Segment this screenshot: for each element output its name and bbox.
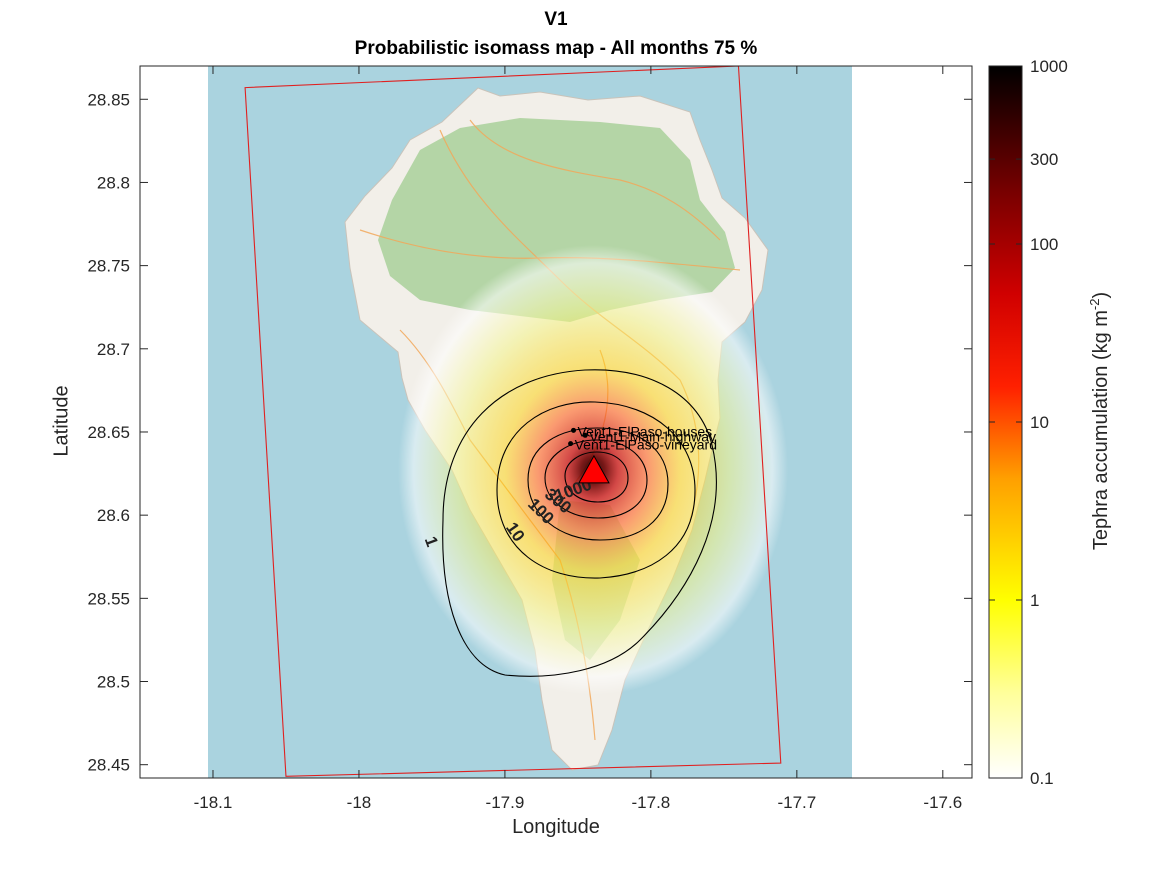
contour-line-1000 [564,451,629,503]
target-point-label: Vent1-ElPaso-vineyard [575,437,717,453]
y-tick-label: 28.55 [87,589,130,608]
colorbar-tick-label: 300 [1030,150,1058,169]
y-tick-label: 28.85 [87,90,130,109]
y-tick-label: 28.45 [87,756,130,775]
y-axis-ticks: 28.45 28.5 28.55 28.6 28.65 28.7 28.75 28.8 28.8… [87,90,972,775]
y-tick-label: 28.6 [97,506,130,525]
y-tick-label: 28.75 [87,257,130,276]
y-tick-label: 28.5 [97,673,130,692]
colorbar: 0.1 1 10 100 300 1000 [988,57,1068,788]
y-tick-label: 28.8 [97,173,130,192]
colorbar-tick-label: 1000 [1030,57,1068,76]
x-tick-label: -17.6 [923,793,962,812]
colorbar-tick-label: 0.1 [1030,769,1054,788]
colorbar-label: Tephra accumulation (kg m-2) [1087,292,1113,550]
axes-frame [139,65,973,779]
colorbar-label-text: Tephra accumulation (kg m [1089,310,1112,551]
x-axis-ticks: -18.1 -18 -17.9 -17.8 -17.7 -17.6 [194,66,962,812]
target-point-marker [571,427,577,433]
colorbar-tick-label: 1 [1030,591,1039,610]
contour-line-100 [527,427,669,541]
target-point-label: Vent1-ElPaso-houses [578,423,713,439]
figure-title: V1 [544,9,568,30]
y-axis-label: Latitude [50,385,73,457]
contour-line-1 [442,369,717,677]
isomass-contours [442,369,717,677]
figure-subtitle: Probabilistic isomass map - All months 7… [354,38,758,59]
colorbar-tick-label: 10 [1030,413,1049,432]
target-point-marker [582,432,588,438]
contour-line-300 [544,439,648,519]
x-tick-label: -17.8 [632,793,671,812]
contour-line-10 [496,401,696,579]
x-tick-label: -17.7 [777,793,816,812]
x-tick-label: -18 [347,793,372,812]
x-axis-label: Longitude [512,816,600,838]
target-points: Vent1-ElPaso-housesVent1-Main-highwayVen… [568,423,717,453]
colorbar-tick-label: 100 [1030,235,1058,254]
target-point-label: Vent1-Main-highway [589,428,716,444]
vent-marker [578,454,610,484]
colorbar-label-exponent: -2 [1087,298,1103,311]
x-tick-label: -17.9 [486,793,525,812]
y-tick-label: 28.65 [87,423,130,442]
colorbar-ticks: 0.1 1 10 100 300 1000 [989,57,1068,788]
x-tick-label: -18.1 [194,793,233,812]
y-tick-label: 28.7 [97,340,130,359]
computational-domain-outline [244,66,782,777]
target-point-marker [568,441,574,447]
colorbar-label-close: ) [1089,291,1112,299]
